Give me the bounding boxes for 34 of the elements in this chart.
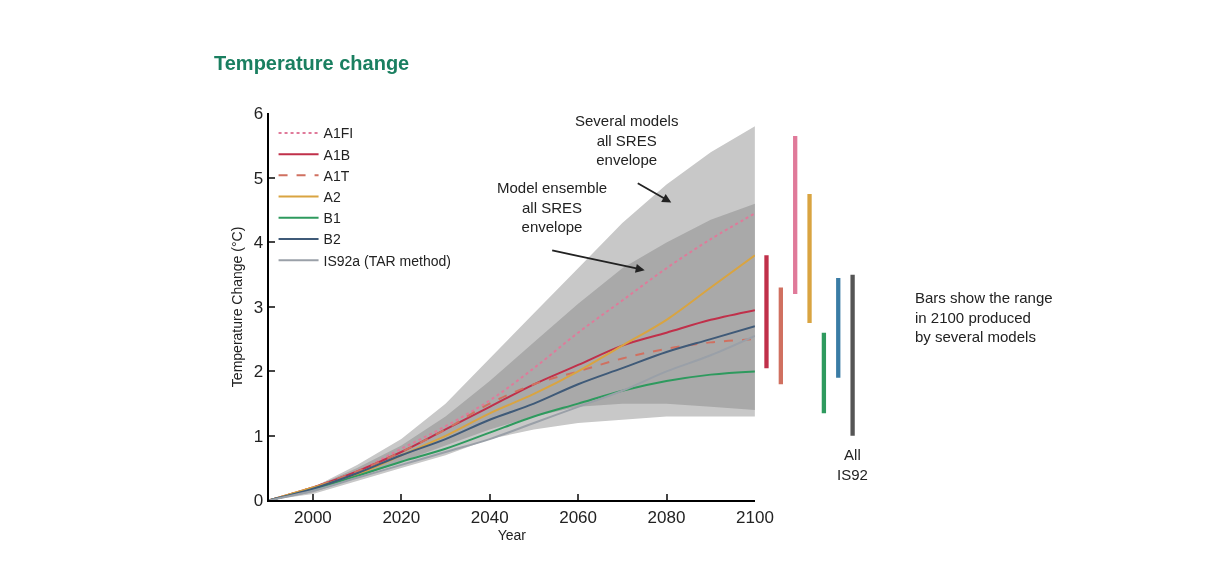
- y-tick-label: 3: [253, 297, 264, 317]
- legend-label: A2: [323, 188, 341, 205]
- legend-label: A1FI: [323, 125, 354, 142]
- bar: [764, 255, 769, 369]
- legend-label: A1T: [323, 167, 350, 184]
- y-tick-label: 6: [253, 104, 264, 124]
- bar: [793, 136, 798, 295]
- y-tick-label: 0: [253, 491, 264, 511]
- bar: [836, 277, 841, 378]
- x-tick-label: 2060: [559, 507, 598, 527]
- annotation: All IS92: [837, 446, 868, 483]
- chart-title: Temperature change: [214, 52, 410, 74]
- x-tick-label: 2040: [470, 507, 509, 527]
- x-tick-label: 2020: [382, 507, 421, 527]
- bar: [821, 332, 827, 414]
- legend-label: A1B: [323, 146, 351, 163]
- annotation: Several models all SRES envelope: [575, 112, 679, 168]
- bar: [850, 274, 855, 436]
- bar: [778, 287, 783, 385]
- annotation: Model ensemble all SRES envelope: [497, 179, 608, 235]
- y-tick-label: 4: [253, 233, 264, 253]
- y-tick-label: 1: [253, 426, 264, 446]
- legend-label: B2: [323, 231, 341, 248]
- y-axis-title: Temperature Change (°C): [228, 226, 245, 388]
- y-tick-label: 2: [253, 362, 264, 382]
- x-tick-label: 2080: [647, 507, 686, 527]
- bar: [807, 194, 812, 324]
- x-tick-label: 2000: [293, 507, 332, 527]
- x-tick-label: 2100: [736, 507, 774, 527]
- legend-label: IS92a (TAR method): [323, 252, 451, 269]
- x-axis-title: Year: [497, 526, 527, 543]
- legend-label: B1: [323, 210, 341, 227]
- y-tick-label: 5: [253, 168, 264, 188]
- text: Bars show the range in 2100 produced by several models: [915, 289, 1053, 345]
